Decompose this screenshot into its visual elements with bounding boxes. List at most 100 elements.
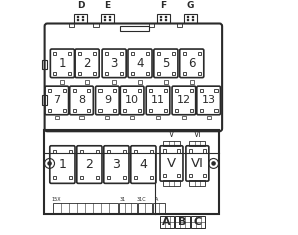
Bar [69,23,74,27]
Bar [157,52,160,55]
Text: 1: 1 [58,158,66,171]
Bar [184,14,197,23]
Bar [120,52,123,55]
Bar [82,16,84,18]
Bar [157,14,170,23]
Bar [73,109,76,112]
Bar [131,52,134,55]
Bar [187,16,189,18]
Bar [177,174,180,177]
Bar [198,72,201,75]
Text: 4: 4 [136,57,144,70]
Bar [131,72,134,75]
Bar [55,116,59,119]
Bar [172,72,175,75]
Bar [77,16,79,18]
Bar [119,204,136,213]
Text: 31: 31 [120,197,126,202]
Text: 3: 3 [111,57,118,70]
Bar [80,116,83,119]
Text: D: D [77,1,84,10]
Circle shape [48,162,51,165]
Text: 1: 1 [59,57,66,70]
Bar [42,59,47,69]
Bar [198,52,201,55]
Text: 31C: 31C [136,197,146,202]
Bar [175,109,178,112]
Text: V: V [167,157,176,170]
Bar [53,150,56,153]
Bar [182,116,186,119]
Bar [68,52,72,55]
Bar [164,89,167,92]
Bar [177,149,180,153]
Bar [53,176,56,179]
Bar [104,16,106,18]
Bar [183,52,186,55]
Bar [94,23,99,27]
Bar [203,174,206,177]
Bar [175,216,190,227]
Text: 6: 6 [188,57,195,70]
Bar [123,150,126,153]
Bar [189,141,205,146]
Bar [214,109,218,112]
Bar [85,80,89,84]
Bar [78,52,81,55]
Bar [78,72,81,75]
Bar [153,204,165,213]
Text: 4: 4 [139,158,147,171]
Bar [203,149,206,153]
Bar [172,52,175,55]
Bar [190,80,194,84]
Bar [96,176,99,179]
Bar [98,109,102,112]
Bar [80,176,83,179]
Bar [163,141,180,146]
Bar [163,180,180,186]
Bar [207,116,211,119]
Bar [68,72,72,75]
Bar [138,204,152,213]
Text: VI: VI [194,129,201,139]
Bar [146,72,149,75]
Text: 15X: 15X [52,197,62,202]
Text: 2: 2 [86,158,93,171]
Bar [177,23,182,27]
Text: 13: 13 [202,95,216,106]
Bar [175,89,178,92]
Bar [104,20,106,21]
Text: F: F [161,1,167,10]
Bar [164,109,167,112]
Text: 12: 12 [177,95,191,106]
Bar [156,116,160,119]
Bar [157,72,160,75]
Bar [160,16,162,18]
Bar [165,20,167,21]
Text: 9: 9 [104,95,111,106]
Text: V: V [169,129,174,139]
Bar [44,130,219,214]
Bar [69,150,72,153]
Bar [105,52,108,55]
Bar [160,216,174,227]
Bar [190,109,193,112]
Bar [63,109,66,112]
Bar [93,52,96,55]
Bar [192,20,194,21]
Bar [123,176,126,179]
Bar [191,216,205,227]
Bar [134,150,137,153]
Bar [107,176,110,179]
Bar [87,89,90,92]
Bar [105,72,108,75]
Bar [101,14,114,23]
Bar [160,20,162,21]
Bar [148,23,154,27]
Bar [109,16,111,18]
Bar [183,72,186,75]
Bar [98,89,102,92]
Text: B: B [178,217,187,227]
Text: E: E [104,1,111,10]
Bar [80,150,83,153]
